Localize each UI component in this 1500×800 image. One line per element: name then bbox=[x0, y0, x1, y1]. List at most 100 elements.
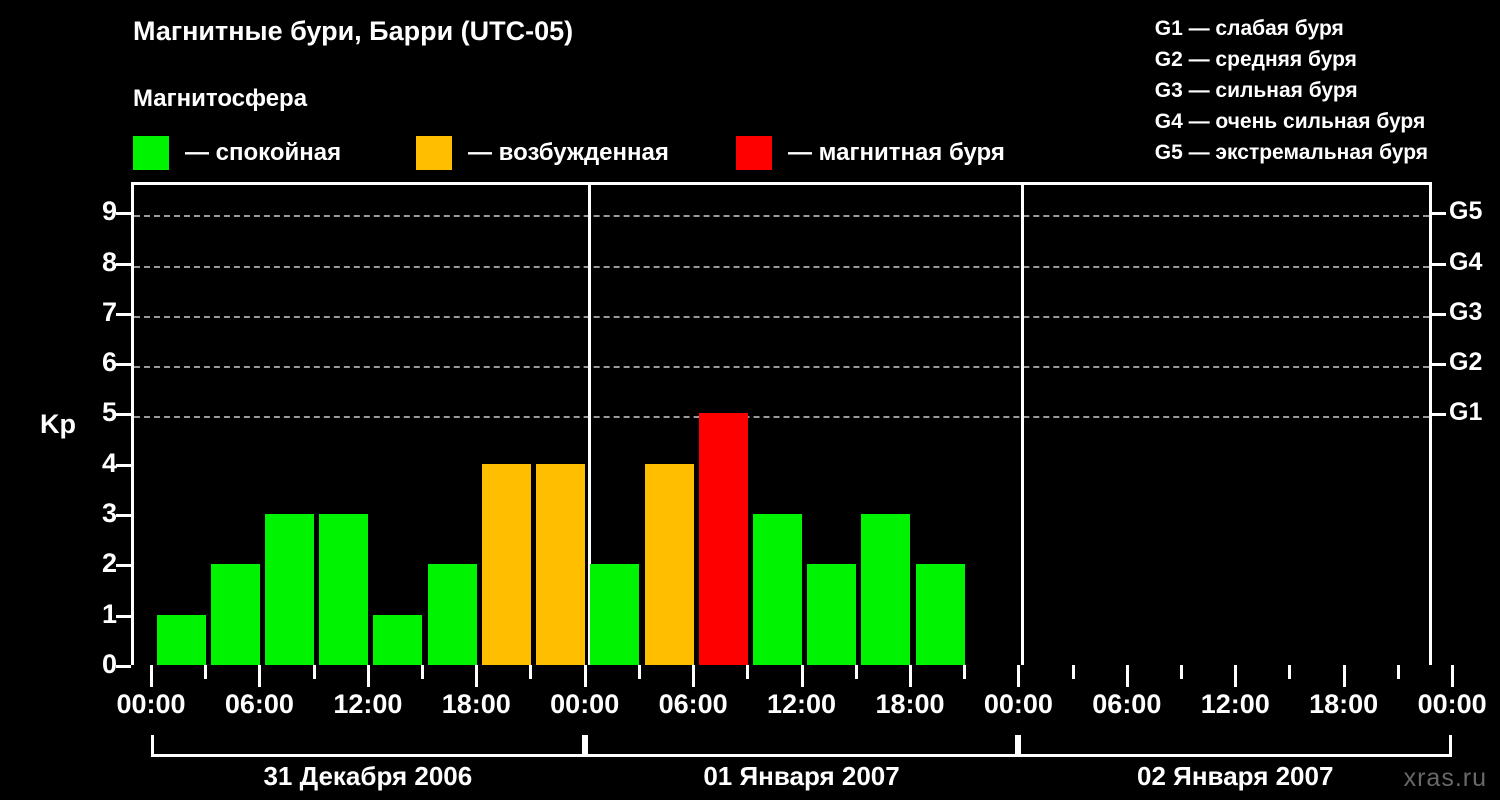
time-axis: 00:00 06:00 12:00 18:00 00:00 06:00 12:00 18:00… bbox=[0, 665, 1500, 725]
x-tick-major bbox=[1342, 665, 1346, 687]
kp-bar bbox=[265, 514, 315, 665]
legend-entry-storm: — магнитная буря bbox=[736, 132, 1005, 174]
legend-entry-active: — возбужденная bbox=[416, 132, 669, 174]
y-tick-mark-8 bbox=[116, 262, 131, 266]
x-tick-label: 06:00 bbox=[224, 689, 294, 719]
gridline-kp-6 bbox=[134, 366, 1429, 369]
x-tick-minor bbox=[1180, 665, 1184, 679]
state-legend: — спокойная — возбужденная — магнитная бур… bbox=[133, 132, 1033, 174]
legend-label-quiet: — спокойная bbox=[185, 139, 342, 166]
y-tick-label-5: 5 bbox=[101, 397, 117, 428]
x-tick-minor bbox=[854, 665, 858, 679]
x-tick-minor bbox=[204, 665, 208, 679]
kp-bar bbox=[807, 564, 857, 665]
y-tick-label-4: 4 bbox=[101, 447, 117, 478]
g-tick-label-G4: G4 bbox=[1449, 247, 1483, 276]
gridline-kp-8 bbox=[134, 265, 1429, 268]
y-tick-label-8: 8 bbox=[101, 246, 117, 277]
x-tick-label: 18:00 bbox=[1309, 689, 1379, 719]
x-tick-label: 00:00 bbox=[116, 689, 186, 719]
x-tick-major bbox=[1234, 665, 1238, 687]
x-tick-label: 12:00 bbox=[767, 689, 837, 719]
kp-bar bbox=[427, 564, 477, 665]
x-tick-label: 00:00 bbox=[550, 689, 620, 719]
y-tick-label-7: 7 bbox=[101, 296, 117, 327]
x-tick-major bbox=[692, 665, 696, 687]
day-separator-1 bbox=[587, 185, 591, 665]
g-tick-mark-G4 bbox=[1432, 262, 1446, 266]
kp-bar bbox=[156, 614, 206, 665]
kp-bar bbox=[210, 564, 260, 665]
x-tick-major bbox=[1017, 665, 1021, 687]
x-tick-label: 18:00 bbox=[441, 689, 511, 719]
x-tick-label: 12:00 bbox=[333, 689, 403, 719]
date-bracket bbox=[584, 735, 1019, 757]
y-tick-label-0: 0 bbox=[101, 649, 117, 679]
x-tick-major bbox=[908, 665, 912, 687]
date-bracket bbox=[1018, 735, 1453, 757]
x-tick-minor bbox=[746, 665, 750, 679]
x-tick-major bbox=[366, 665, 370, 687]
x-tick-major bbox=[475, 665, 479, 687]
g-legend-line-5: G5 — экстремальная буря bbox=[1154, 141, 1428, 164]
x-tick-major bbox=[583, 665, 587, 687]
y-tick-mark-1 bbox=[116, 614, 131, 618]
legend-label-active: — возбужденная bbox=[468, 139, 669, 166]
x-tick-minor bbox=[1288, 665, 1292, 679]
watermark: xras.ru bbox=[1403, 764, 1487, 792]
magnetosphere-section-label: Магнитосфера bbox=[133, 85, 308, 112]
page-title: Магнитные бури, Барри (UTC-05) bbox=[133, 16, 574, 46]
date-label: 31 Декабря 2006 bbox=[263, 761, 473, 791]
date-label: 02 Января 2007 bbox=[1137, 761, 1334, 791]
gridline-kp-7 bbox=[134, 315, 1429, 318]
y-axis-title: Kp bbox=[40, 409, 76, 439]
x-tick-minor bbox=[312, 665, 316, 679]
y-tick-mark-5 bbox=[116, 413, 131, 417]
y-tick-mark-4 bbox=[116, 463, 131, 467]
y-tick-mark-7 bbox=[116, 312, 131, 316]
legend-swatch-storm-icon bbox=[736, 136, 772, 170]
kp-bar bbox=[319, 514, 369, 665]
g-tick-label-G3: G3 bbox=[1449, 297, 1483, 326]
legend-label-storm: — магнитная буря bbox=[788, 139, 1005, 166]
gridline-kp-5 bbox=[134, 416, 1429, 419]
y-tick-mark-9 bbox=[116, 212, 131, 216]
x-tick-minor bbox=[963, 665, 967, 679]
kp-bar bbox=[698, 413, 748, 665]
x-tick-label: 12:00 bbox=[1200, 689, 1270, 719]
x-tick-label: 00:00 bbox=[983, 689, 1053, 719]
x-tick-major bbox=[258, 665, 262, 687]
g-tick-label-G2: G2 bbox=[1449, 348, 1483, 377]
x-tick-label: 00:00 bbox=[1417, 689, 1487, 719]
day-separator-2 bbox=[1021, 185, 1025, 665]
g-tick-mark-G3 bbox=[1432, 312, 1446, 316]
y-tick-mark-6 bbox=[116, 363, 131, 367]
g-scale-legend: G1 — слабая буря G2 — средняя буря G3 — си… bbox=[1155, 13, 1428, 168]
date-label: 01 Января 2007 bbox=[703, 761, 900, 791]
x-tick-minor bbox=[637, 665, 641, 679]
g-legend-line-1: G1 — слабая буря bbox=[1154, 17, 1344, 40]
kp-bar bbox=[590, 564, 640, 665]
g-tick-label-G5: G5 bbox=[1449, 197, 1483, 226]
kp-bar bbox=[915, 564, 965, 665]
legend-entry-quiet: — спокойная bbox=[133, 132, 341, 174]
gridline-kp-9 bbox=[134, 215, 1429, 218]
kp-bar bbox=[752, 514, 802, 665]
x-tick-minor bbox=[1396, 665, 1400, 679]
legend-swatch-active-icon bbox=[416, 136, 452, 170]
date-bracket bbox=[151, 735, 585, 757]
chart-plot-area bbox=[131, 182, 1432, 665]
date-bracket-row: 31 Декабря 2006 01 Января 2007 02 Января 2… bbox=[0, 735, 1500, 800]
y-tick-label-6: 6 bbox=[101, 347, 117, 378]
x-tick-major bbox=[1451, 665, 1455, 687]
y-tick-mark-2 bbox=[116, 564, 131, 568]
x-tick-minor bbox=[421, 665, 425, 679]
g-tick-mark-G2 bbox=[1432, 363, 1446, 367]
x-tick-label: 06:00 bbox=[658, 689, 728, 719]
g-tick-mark-G1 bbox=[1432, 413, 1446, 417]
kp-bar bbox=[481, 463, 531, 665]
legend-swatch-quiet-icon bbox=[133, 136, 169, 170]
y-tick-mark-3 bbox=[116, 514, 131, 518]
y-tick-label-9: 9 bbox=[101, 196, 117, 227]
kp-bar bbox=[861, 514, 911, 665]
